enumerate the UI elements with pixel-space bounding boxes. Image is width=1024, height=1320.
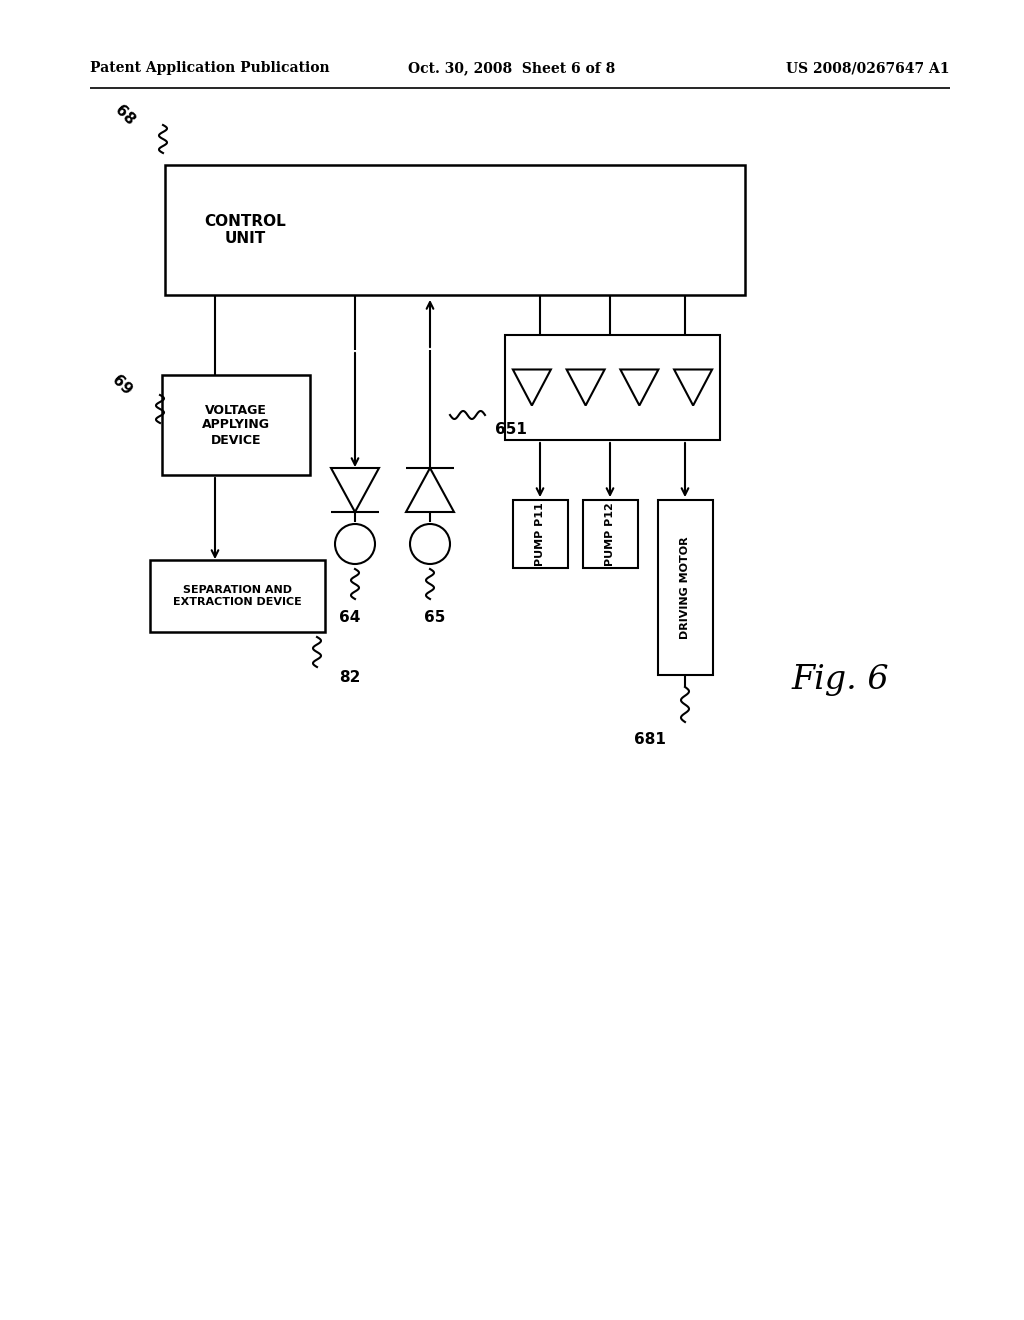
Text: 69: 69 bbox=[110, 372, 135, 397]
Bar bbox=[512, 500, 567, 568]
Text: SEPARATION AND
EXTRACTION DEVICE: SEPARATION AND EXTRACTION DEVICE bbox=[173, 585, 302, 607]
Text: PUMP P11: PUMP P11 bbox=[535, 502, 545, 566]
Text: US 2008/0267647 A1: US 2008/0267647 A1 bbox=[786, 61, 950, 75]
Bar bbox=[657, 500, 713, 675]
Text: 681: 681 bbox=[634, 733, 666, 747]
Bar bbox=[162, 375, 310, 475]
Text: VOLTAGE
APPLYING
DEVICE: VOLTAGE APPLYING DEVICE bbox=[202, 404, 270, 446]
Text: Patent Application Publication: Patent Application Publication bbox=[90, 61, 330, 75]
Bar bbox=[583, 500, 638, 568]
Text: Fig. 6: Fig. 6 bbox=[792, 664, 889, 696]
Text: PUMP P12: PUMP P12 bbox=[605, 502, 615, 566]
Bar bbox=[150, 560, 325, 632]
Bar bbox=[505, 335, 720, 440]
Text: Oct. 30, 2008  Sheet 6 of 8: Oct. 30, 2008 Sheet 6 of 8 bbox=[409, 61, 615, 75]
Bar bbox=[165, 165, 745, 294]
Text: 64: 64 bbox=[339, 610, 360, 624]
Text: 65: 65 bbox=[424, 610, 445, 624]
Text: 82: 82 bbox=[339, 669, 360, 685]
Text: DRIVING MOTOR: DRIVING MOTOR bbox=[680, 536, 690, 639]
Text: CONTROL
UNIT: CONTROL UNIT bbox=[204, 214, 286, 247]
Text: 651: 651 bbox=[495, 422, 527, 437]
Text: 68: 68 bbox=[113, 102, 138, 128]
